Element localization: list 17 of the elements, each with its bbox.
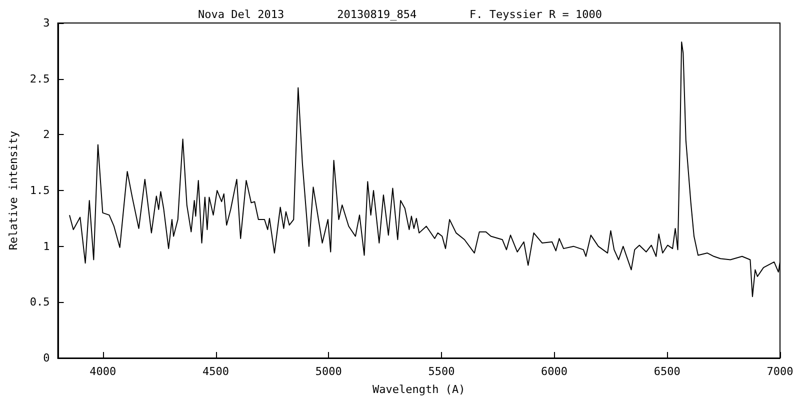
y-tick-label: 2.5 <box>30 72 50 86</box>
y-tick-label: 3 <box>43 16 50 30</box>
y-tick-label: 0.5 <box>30 296 50 309</box>
x-tick-label: 4000 <box>90 365 116 378</box>
x-tick-label: 6500 <box>654 365 680 378</box>
x-tick-label: 4500 <box>202 365 230 378</box>
y-tick-label: 0 <box>43 352 50 364</box>
y-tick-label: 2 <box>43 128 50 142</box>
x-tick-label: 5500 <box>428 365 455 378</box>
chart-title: Nova Del 2013 20130819_854 F. Teyssier R = 1000 <box>198 8 602 21</box>
y-tick-label: 1 <box>43 240 50 253</box>
x-tick-label: 5000 <box>315 365 342 378</box>
y-tick-label: 1.5 <box>30 184 50 197</box>
x-tick-label: 7000 <box>766 365 794 378</box>
y-axis-title: Relative intensity <box>7 130 20 250</box>
x-tick-label: 6000 <box>541 365 568 378</box>
x-axis-title: Wavelength (A) <box>372 383 466 396</box>
